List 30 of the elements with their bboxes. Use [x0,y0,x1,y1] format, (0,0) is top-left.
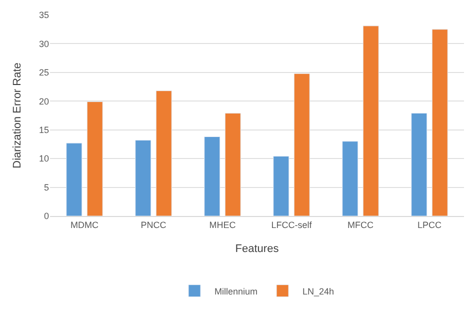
bar [135,140,152,216]
legend-label: Millennium [214,286,258,296]
y-tick-label: 10 [38,154,49,164]
y-tick-label: 15 [38,125,49,136]
bar [224,112,241,216]
x-tick-label: LFCC-self [271,220,312,230]
bar [342,141,358,216]
x-tick-label: MFCC [348,220,374,230]
x-tick-label: PNCC [140,220,167,230]
x-tick-label: MDMC [70,220,99,230]
x-tick-label: LPCC [417,220,442,230]
bar [362,26,379,216]
y-tick-label: 5 [44,182,49,192]
y-tick-label: 0 [44,211,49,222]
bar [432,29,448,216]
bar [204,136,220,216]
y-tick-label: 20 [38,96,49,106]
y-axis-title: Diarization Error Rate [12,62,24,168]
legend-label: LN_24h [302,286,334,296]
bar [411,112,428,216]
y-tick-label: 25 [38,68,49,78]
bar [294,73,310,216]
x-tick-label: MHEC [209,220,236,230]
bar [273,156,290,216]
bar [66,142,82,216]
y-tick-label: 30 [38,38,49,49]
y-tick-label: 35 [38,10,49,20]
x-axis-title: Features [235,243,280,255]
bar [156,90,172,216]
bar [86,101,103,216]
